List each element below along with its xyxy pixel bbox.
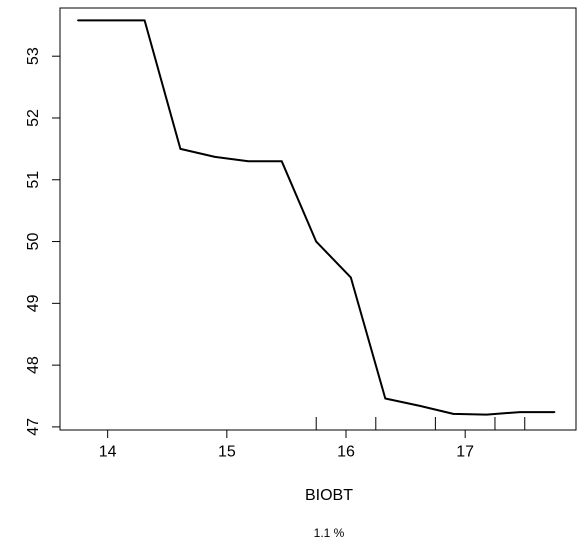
chart-subtitle: 1.1 % [314,526,345,540]
x-axis: 14 15 16 17 [99,429,474,460]
data-point [77,19,79,22]
rug-ticks [315,417,526,430]
data-point [247,160,250,163]
y-tick-label: 47 [25,418,42,436]
data-point [143,19,146,22]
data-point [452,413,455,415]
plot-frame [59,7,577,431]
data-point [384,397,387,400]
data-point [553,411,556,413]
x-tick-label: 14 [99,443,117,460]
series-group [77,19,556,416]
data-point [179,148,182,150]
y-tick-label: 49 [25,294,42,312]
x-tick-label: 16 [337,443,355,460]
x-tick-label: 17 [456,443,474,460]
data-point [519,411,521,413]
series-line [77,19,555,416]
data-point [485,413,488,416]
y-tick-label: 51 [25,171,42,189]
y-tick-label: 52 [25,109,42,127]
data-point [280,160,283,163]
y-tick-label: 53 [25,47,42,65]
data-point [349,276,352,279]
data-point [214,156,216,158]
x-tick-label: 15 [218,443,236,460]
x-axis-title: BIOBT [305,487,353,504]
data-point [109,19,111,22]
data-point [315,240,318,243]
data-point [419,405,421,407]
y-tick-label: 50 [25,233,42,251]
y-axis: 47 48 49 50 51 52 53 [25,47,61,436]
y-tick-label: 48 [25,356,42,374]
